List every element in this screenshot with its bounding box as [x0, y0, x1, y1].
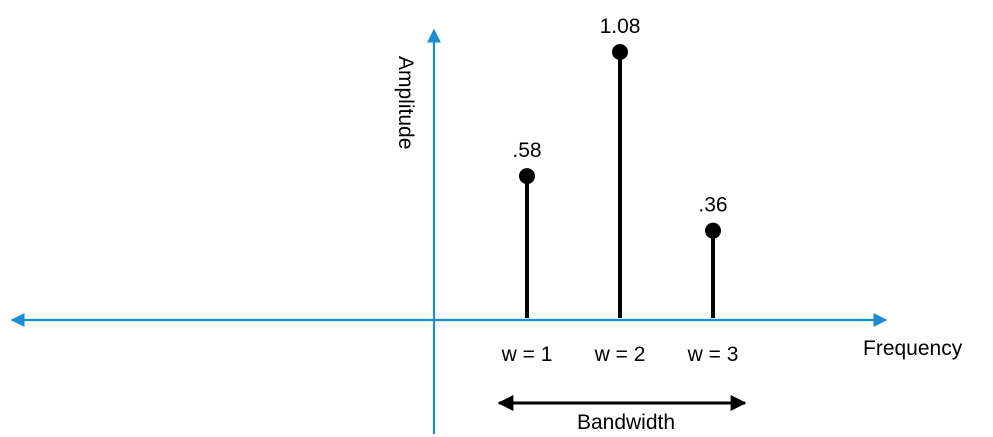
stem-value-label: .58: [512, 139, 541, 162]
stems-group: .58 w = 1 1.08 w = 2 .36 w = 3: [501, 15, 739, 366]
stem-value-label: .36: [698, 194, 727, 217]
stem-marker: [612, 44, 628, 60]
x-tick-label: w = 3: [687, 343, 739, 366]
x-axis-label: Frequency: [863, 337, 963, 360]
x-tick-label: w = 1: [501, 343, 553, 366]
stem-marker: [519, 168, 535, 185]
stem-marker: [705, 222, 721, 239]
x-tick-label: w = 2: [594, 343, 646, 366]
bandwidth-label: Bandwidth: [577, 411, 675, 434]
stem-value-label: 1.08: [600, 15, 641, 38]
y-axis-label: Amplitude: [394, 56, 417, 149]
